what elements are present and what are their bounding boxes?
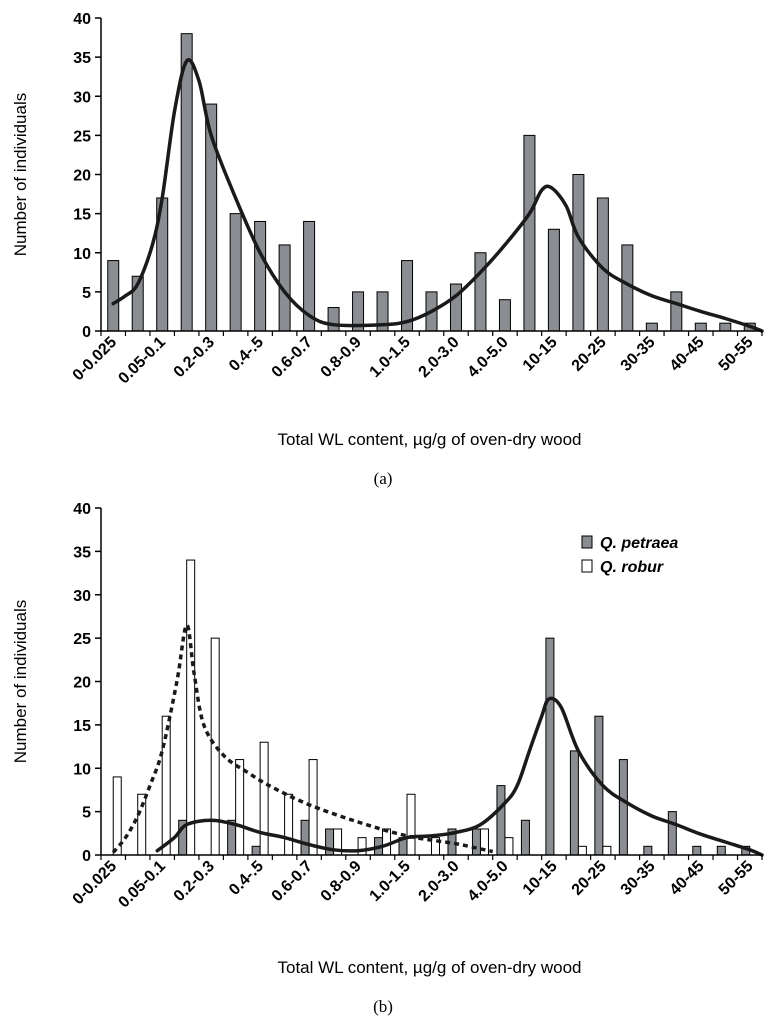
y-tick-label: 30 — [73, 89, 91, 106]
x-tick-label: 0.2-0.3 — [171, 334, 218, 381]
legend-swatch-robur — [581, 559, 593, 573]
bar-robur-12 — [406, 793, 416, 856]
legend-label-petraea: Q. petraea — [600, 535, 678, 552]
x-tick-label: 10-15 — [520, 858, 561, 899]
bar-petraea-21 — [618, 759, 628, 856]
trend-curve-solid — [111, 58, 764, 333]
y-tick-label: 10 — [73, 761, 91, 778]
legend-swatch-petraea — [581, 535, 593, 549]
bar-petraea-23 — [667, 811, 677, 856]
bar-count-24 — [694, 322, 707, 332]
x-tick-label: 0.6-0.7 — [269, 334, 316, 381]
x-tick-label: 30-35 — [618, 334, 659, 375]
x-tick-label: 20-25 — [569, 858, 610, 899]
bar-petraea-17 — [520, 819, 530, 856]
x-tick-label: 0-0.025 — [70, 858, 120, 908]
bar-count-18 — [547, 228, 560, 332]
x-tick-label: 4.0-5.0 — [465, 334, 512, 381]
x-tick-label: 30-35 — [618, 858, 659, 899]
bar-petraea-18 — [545, 637, 555, 856]
bar-petraea-22 — [643, 845, 653, 856]
y-tick-label: 20 — [73, 168, 91, 185]
x-tick-label: 40-45 — [667, 334, 708, 375]
x-tick-label: 40-45 — [667, 858, 708, 899]
bar-count-15 — [474, 252, 487, 332]
bar-robur-16 — [504, 837, 514, 856]
x-tick-label: 2.0-3.0 — [416, 858, 463, 905]
bar-robur-20 — [602, 845, 612, 856]
bar-count-0 — [107, 260, 120, 332]
x-tick-label: 20-25 — [569, 334, 610, 375]
bar-robur-7 — [284, 793, 294, 856]
bar-count-17 — [523, 134, 536, 332]
legend: Q. petraea Q. robur — [581, 535, 678, 576]
x-tick-label: 50-55 — [716, 334, 757, 375]
x-tick-label: 10-15 — [520, 334, 561, 375]
y-tick-label: 15 — [73, 718, 91, 735]
bar-petraea-16 — [496, 785, 506, 856]
bar-count-19 — [572, 174, 585, 332]
x-tick-label: 0.8-0.9 — [318, 858, 365, 905]
bar-count-6 — [254, 220, 267, 332]
x-tick-label: 0.8-0.9 — [318, 334, 365, 381]
y-tick-label: 10 — [73, 246, 91, 263]
trend-curve-solid — [155, 696, 764, 857]
bar-petraea-8 — [300, 819, 310, 856]
x-tick-label: 4.0-5.0 — [465, 858, 512, 905]
y-tick-label: 25 — [73, 128, 91, 145]
y-tick-label: 25 — [73, 631, 91, 648]
bar-robur-11 — [382, 828, 392, 856]
x-tick-label: 1.0-1.5 — [367, 858, 414, 905]
y-tick-label: 40 — [73, 11, 91, 28]
x-tick-label: 0.05-0.1 — [115, 858, 169, 912]
y-tick-label: 35 — [73, 50, 91, 67]
bar-count-9 — [327, 307, 340, 332]
x-axis-label: Total WL content, µg/g of oven-dry wood — [278, 430, 582, 449]
x-tick-label: 0.05-0.1 — [115, 334, 169, 388]
y-tick-label: 5 — [82, 805, 91, 822]
y-tick-label: 30 — [73, 588, 91, 605]
y-tick-label: 40 — [73, 501, 91, 518]
y-tick-label: 0 — [82, 848, 91, 865]
bar-robur-19 — [577, 845, 587, 856]
bar-petraea-6 — [251, 845, 261, 856]
y-tick-label: 15 — [73, 207, 91, 224]
x-tick-label: 1.0-1.5 — [367, 334, 414, 381]
bar-robur-3 — [186, 559, 196, 856]
bar-count-22 — [645, 322, 658, 332]
x-tick-label: 0.4-.5 — [226, 858, 267, 899]
x-tick-label: 50-55 — [716, 858, 757, 899]
x-tick-label: 0.6-0.7 — [269, 858, 316, 905]
bar-count-16 — [498, 299, 511, 332]
panel-label: (a) — [374, 469, 393, 488]
bar-petraea-24 — [692, 845, 702, 856]
x-tick-label: 0.4-.5 — [226, 334, 267, 375]
x-tick-label: 0-0.025 — [70, 334, 120, 384]
bar-robur-5 — [235, 759, 245, 856]
legend-label-robur: Q. robur — [600, 559, 664, 576]
y-tick-label: 5 — [82, 285, 91, 302]
bar-petraea-19 — [569, 750, 579, 856]
bar-count-5 — [229, 213, 242, 332]
bar-petraea-15 — [471, 828, 481, 856]
bar-robur-6 — [259, 741, 269, 856]
bar-count-23 — [670, 291, 683, 332]
y-tick-label: 35 — [73, 544, 91, 561]
x-axis-label: Total WL content, µg/g of oven-dry wood — [278, 958, 582, 977]
y-axis-label: Number of individuals — [11, 93, 30, 256]
panel-label: (b) — [373, 997, 393, 1016]
bar-robur-10 — [357, 837, 367, 856]
y-tick-label: 0 — [82, 324, 91, 341]
bar-count-25 — [719, 322, 732, 332]
y-axis-label: Number of individuals — [11, 600, 30, 763]
y-tick-label: 20 — [73, 675, 91, 692]
x-tick-label: 2.0-3.0 — [416, 334, 463, 381]
bar-petraea-25 — [716, 845, 726, 856]
x-tick-label: 0.2-0.3 — [171, 858, 218, 905]
